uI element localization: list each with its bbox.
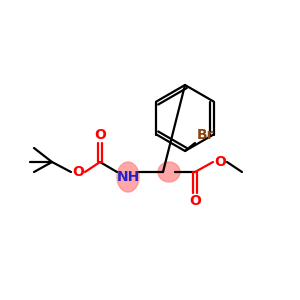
- Text: O: O: [214, 155, 226, 169]
- Text: O: O: [189, 194, 201, 208]
- Text: O: O: [94, 128, 106, 142]
- Ellipse shape: [117, 162, 139, 192]
- Text: O: O: [72, 165, 84, 179]
- Text: NH: NH: [116, 170, 140, 184]
- Text: Br: Br: [197, 128, 214, 142]
- Ellipse shape: [158, 162, 180, 182]
